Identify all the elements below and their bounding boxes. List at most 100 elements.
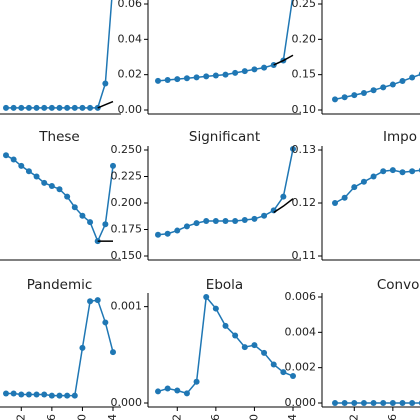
data-point <box>280 193 287 200</box>
data-point <box>341 400 348 406</box>
data-point <box>79 344 86 351</box>
data-point <box>290 373 296 380</box>
data-point <box>71 104 78 111</box>
y-tick-label: 0.001 <box>111 300 143 313</box>
data-point <box>280 369 287 376</box>
data-point <box>110 162 116 169</box>
data-point <box>48 392 55 399</box>
data-point <box>399 169 406 176</box>
data-point <box>212 305 219 312</box>
data-point <box>261 64 268 71</box>
data-point <box>351 400 358 406</box>
data-point <box>351 92 358 99</box>
x-tick-label: 2 <box>14 414 27 420</box>
data-point <box>251 342 258 349</box>
y-tick-label: 0.004 <box>285 325 317 338</box>
data-point <box>193 220 200 227</box>
data-point <box>110 349 116 356</box>
data-point <box>351 184 358 191</box>
data-point <box>3 104 9 111</box>
data-point <box>370 87 377 94</box>
data-point <box>241 68 248 75</box>
data-point <box>193 378 200 385</box>
data-point <box>155 231 161 238</box>
data-point <box>87 298 94 305</box>
data-point <box>389 400 396 406</box>
data-point <box>102 221 109 228</box>
data-point <box>10 156 17 163</box>
series-line <box>273 198 294 214</box>
series-line <box>157 295 294 395</box>
y-tick-label: 0.04 <box>118 32 143 45</box>
data-point <box>389 81 396 88</box>
data-point <box>56 104 63 111</box>
y-tick-label: 0.10 <box>292 103 317 116</box>
y-tick-label: 0.200 <box>111 196 143 209</box>
data-point <box>164 385 171 392</box>
x-tick-label: 6 <box>386 414 399 420</box>
data-point <box>389 167 396 174</box>
x-tick-label: 0 <box>75 414 88 420</box>
y-tick-label: 0.12 <box>292 196 317 209</box>
data-point <box>164 230 171 237</box>
data-point <box>232 69 239 76</box>
panel-title: Pandemic <box>27 277 93 293</box>
data-point <box>48 104 55 111</box>
data-point <box>102 319 109 326</box>
data-point <box>251 215 258 222</box>
data-point <box>290 145 296 152</box>
y-tick-label: 0.000 <box>111 396 143 409</box>
data-point <box>241 216 248 223</box>
y-tick-label: 0.15 <box>292 68 317 81</box>
data-point <box>33 391 40 398</box>
x-tick-label: 2 <box>170 414 183 420</box>
data-point <box>193 74 200 81</box>
data-point <box>102 80 109 87</box>
data-point <box>241 344 248 351</box>
data-point <box>41 391 48 398</box>
y-tick-label: 0.00 <box>118 103 143 116</box>
series-line <box>157 0 294 82</box>
data-point <box>79 104 86 111</box>
data-point <box>212 218 219 225</box>
data-point <box>341 94 348 101</box>
y-tick-label: 0.20 <box>292 32 317 45</box>
data-point <box>360 400 367 406</box>
series-line <box>334 73 420 101</box>
data-point <box>251 66 258 73</box>
x-tick-label: 6 <box>45 414 58 420</box>
y-tick-label: 0.250 <box>111 143 143 156</box>
y-tick-label: 0.11 <box>292 249 317 262</box>
data-point <box>25 168 32 175</box>
data-point <box>370 173 377 180</box>
data-point <box>409 74 416 81</box>
y-tick-label: 0.000 <box>285 396 317 409</box>
data-point <box>64 104 71 111</box>
data-point <box>64 392 71 399</box>
series-line <box>97 100 114 109</box>
data-point <box>87 104 94 111</box>
y-tick-label: 0.02 <box>118 68 143 81</box>
data-point <box>409 168 416 175</box>
data-point <box>71 392 78 399</box>
data-point <box>79 212 86 219</box>
data-point <box>212 72 219 79</box>
series-line <box>273 54 294 66</box>
data-point <box>222 71 229 78</box>
data-point <box>33 173 40 180</box>
series-line <box>6 299 114 397</box>
data-point <box>3 152 9 159</box>
data-point <box>360 90 367 97</box>
y-tick-label: 0.225 <box>111 170 143 183</box>
data-point <box>203 218 210 225</box>
series-line <box>334 169 420 204</box>
data-point <box>370 400 377 406</box>
y-tick-label: 0.06 <box>118 0 143 10</box>
y-tick-label: 0.175 <box>111 223 143 236</box>
data-point <box>232 218 239 225</box>
data-point <box>341 194 348 201</box>
data-point <box>155 388 161 395</box>
y-tick-label: 0.150 <box>111 249 143 262</box>
data-point <box>155 77 161 84</box>
data-point <box>10 104 17 111</box>
